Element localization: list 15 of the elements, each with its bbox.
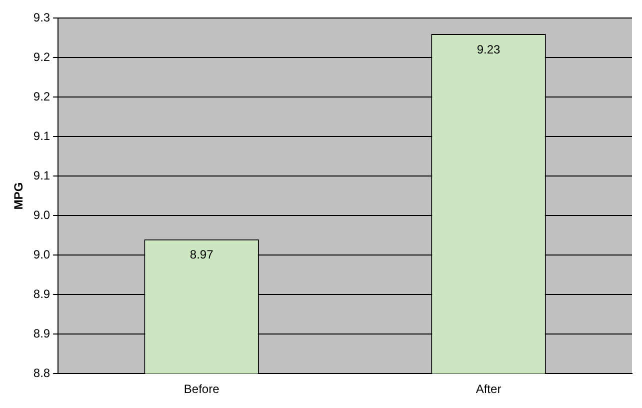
y-tick-label: 8.8 [33, 366, 50, 380]
data-label: 9.23 [476, 42, 501, 56]
x-tick-label: After [476, 382, 502, 396]
y-tick-label: 9.1 [33, 128, 50, 143]
data-label: 8.97 [190, 248, 214, 262]
y-tick-label: 8.9 [33, 286, 50, 301]
y-tick-label: 9.0 [33, 247, 50, 262]
x-tick-label: Before [184, 382, 220, 396]
y-tick-label: 9.2 [33, 89, 50, 104]
y-tick-label: 9.3 [33, 10, 50, 25]
y-tick-label: 9.2 [33, 50, 50, 64]
y-tick-label: 8.9 [33, 326, 50, 340]
y-tick-label: 9.1 [33, 168, 50, 182]
y-axis-title: MPG [12, 182, 26, 210]
y-tick-label: 9.0 [33, 208, 50, 222]
